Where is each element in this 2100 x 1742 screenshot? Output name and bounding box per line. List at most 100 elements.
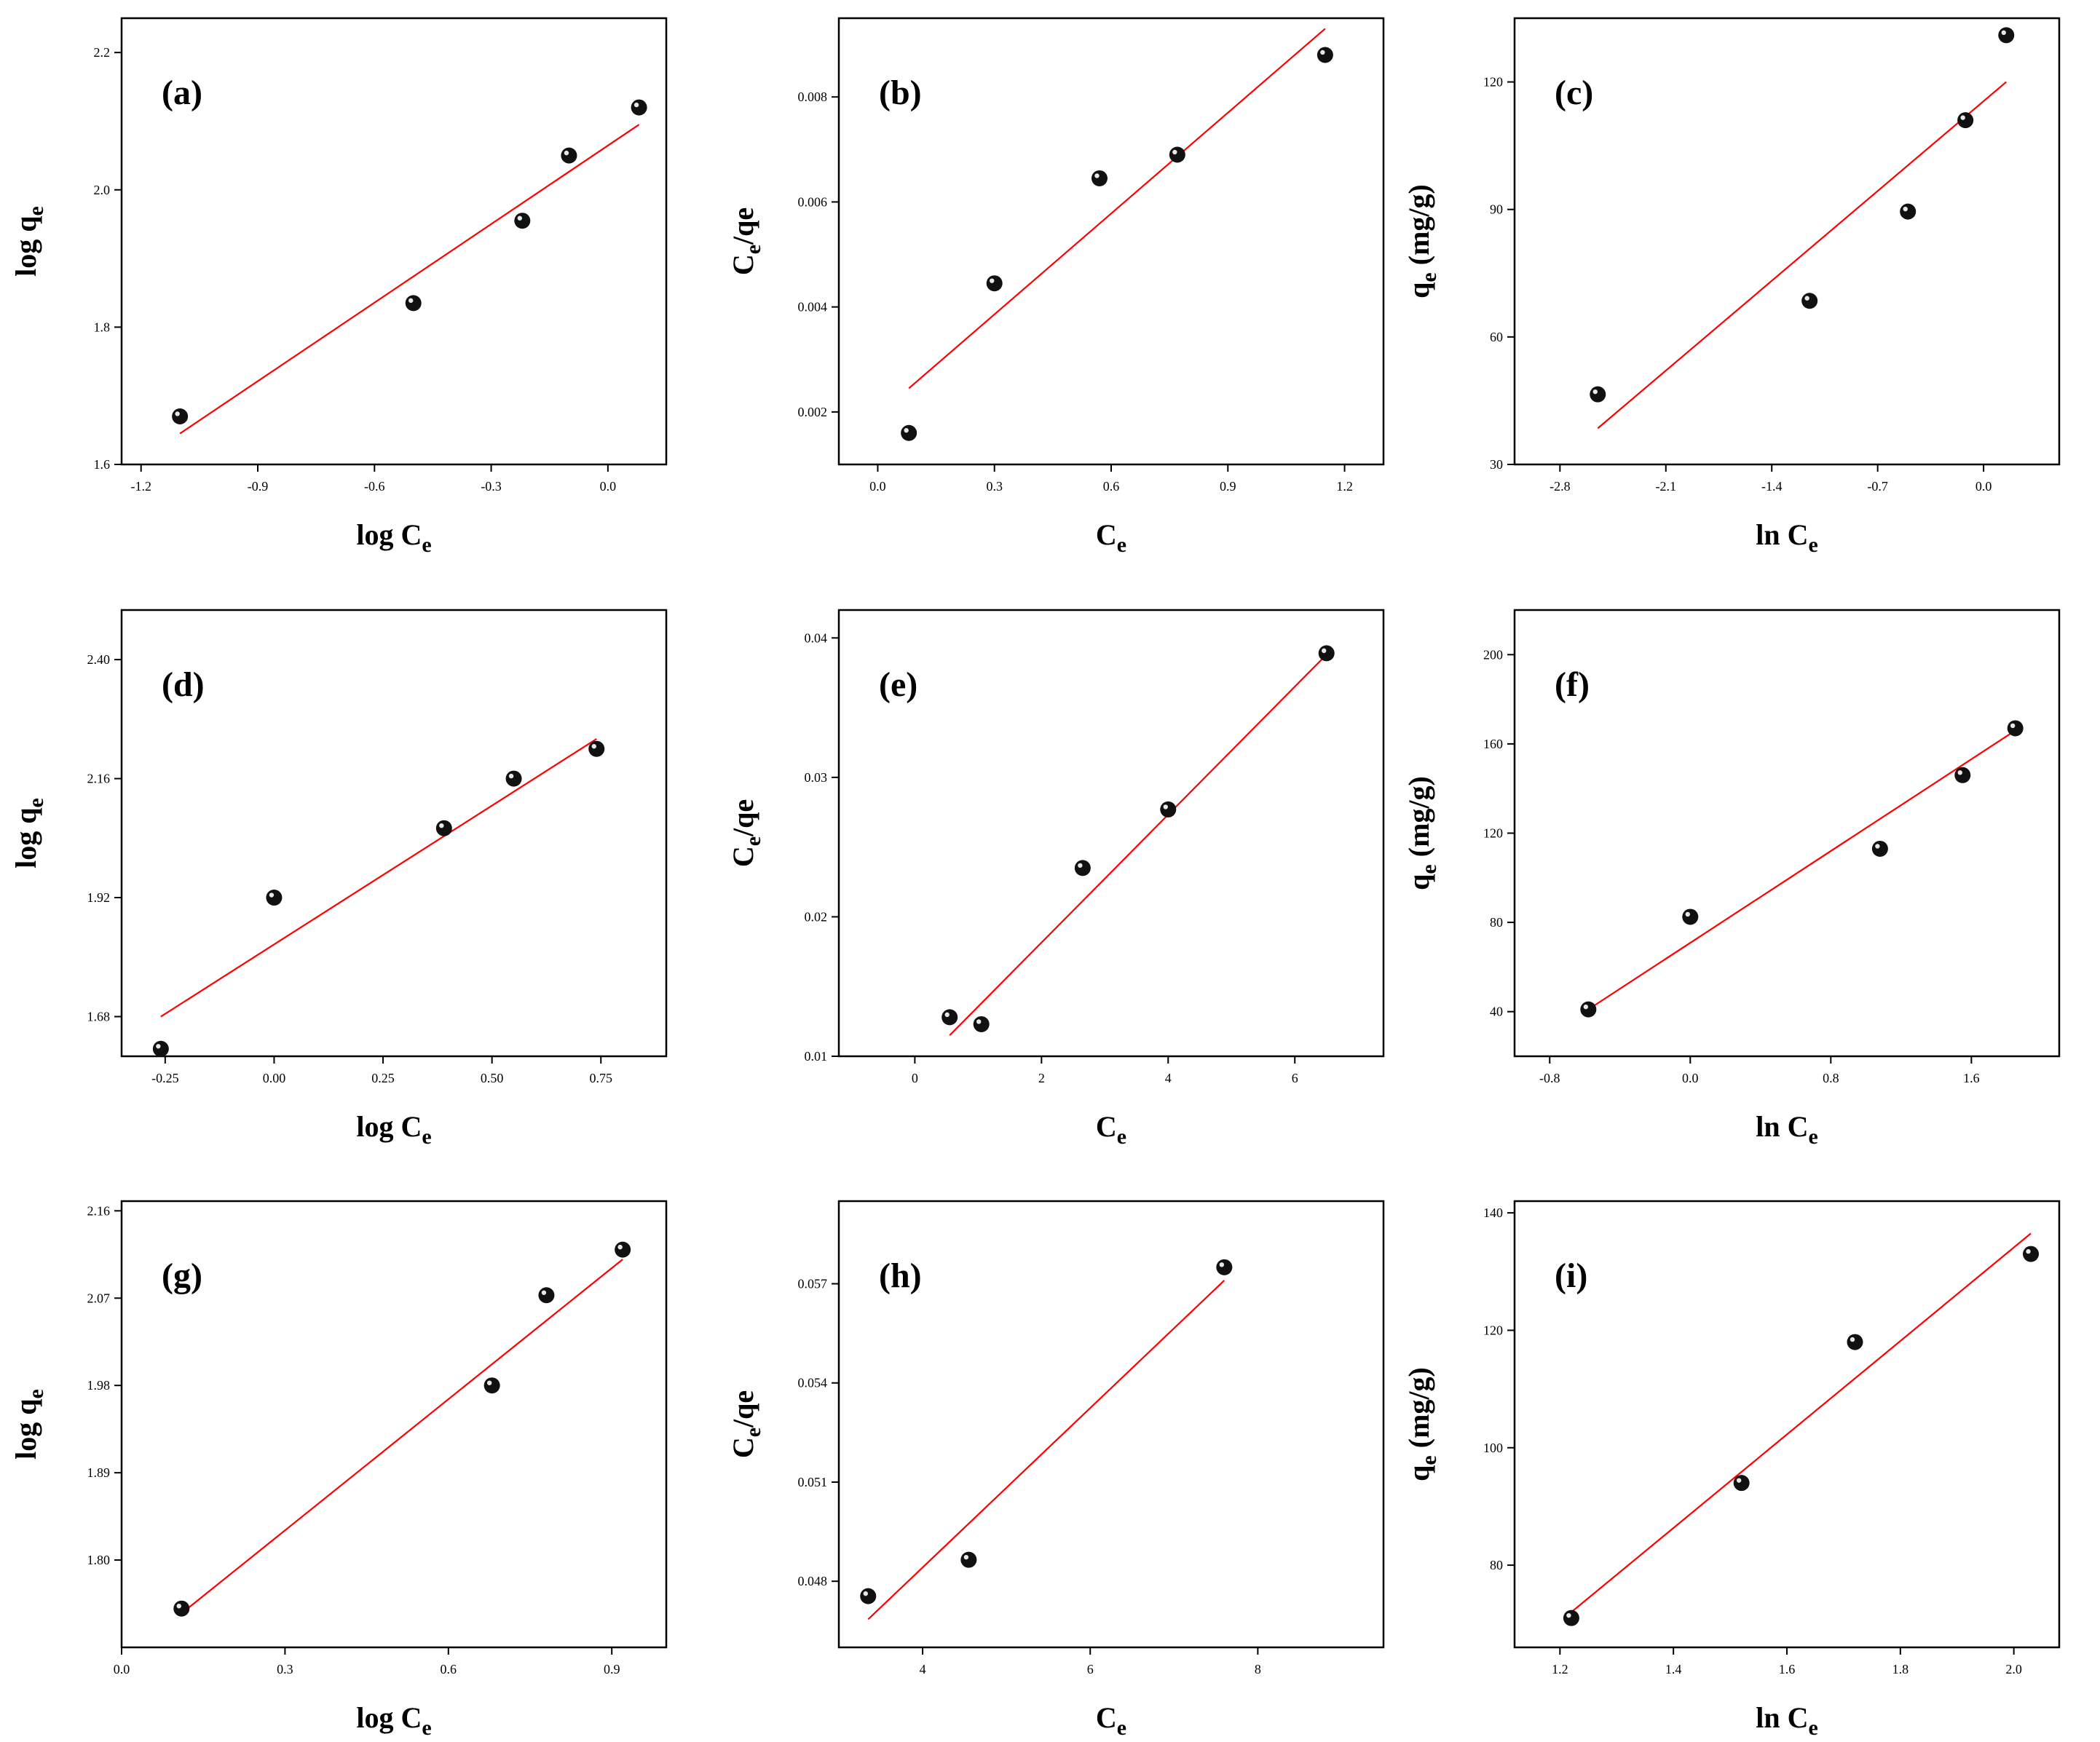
- data-point: [1682, 908, 1699, 925]
- x-tick-label: 1.8: [1892, 1662, 1909, 1676]
- y-axis-label: log qe: [9, 206, 48, 277]
- data-point: [1091, 170, 1108, 186]
- data-point: [405, 295, 422, 312]
- x-tick-label: 0: [912, 1071, 918, 1085]
- y-axis-label: log qe: [9, 1389, 48, 1460]
- plot-frame: [837, 609, 1385, 1058]
- data-point: [483, 1377, 500, 1394]
- data-point-highlight: [1322, 648, 1327, 654]
- chart-panel-8: 4 6 8 0.048 0.051 0.054 0.057 (h) Ce Ce/qe: [727, 1200, 1385, 1740]
- y-tick-label: 0.051: [798, 1475, 828, 1489]
- y-tick-label: 1.68: [87, 1010, 111, 1024]
- data-point: [1998, 27, 2015, 44]
- data-point-highlight: [486, 1380, 492, 1385]
- data-point: [561, 147, 577, 164]
- y-tick-label: 2.40: [87, 652, 111, 667]
- data-point: [1954, 767, 1971, 783]
- data-point: [1847, 1334, 1863, 1350]
- y-tick-label: 1.89: [87, 1465, 111, 1480]
- panel-label: (d): [162, 665, 205, 704]
- data-point: [901, 424, 917, 441]
- data-point-highlight: [1078, 863, 1083, 868]
- y-tick-label: 0.02: [805, 909, 828, 924]
- data-point-highlight: [1804, 296, 1809, 301]
- data-point-highlight: [990, 278, 995, 283]
- data-point-highlight: [176, 1603, 181, 1609]
- x-tick-label: 1.2: [1552, 1662, 1568, 1676]
- x-tick-label: 8: [1255, 1662, 1261, 1676]
- y-tick-label: 0.054: [798, 1376, 828, 1390]
- y-tick-label: 120: [1483, 826, 1503, 841]
- data-point: [1074, 860, 1091, 876]
- y-tick-label: 0.004: [798, 300, 828, 314]
- chart-panel-7: 0.0 0.3 0.6 0.9 1.80 1.89 1.98 2.07 2.16 (g) log C…: [9, 1200, 668, 1740]
- y-tick-label: 1.8: [94, 320, 111, 334]
- data-point: [973, 1015, 990, 1032]
- data-point: [1801, 293, 1818, 309]
- x-tick-label: 6: [1087, 1662, 1094, 1676]
- x-tick-label: 0.9: [604, 1662, 620, 1676]
- data-point-highlight: [541, 1290, 547, 1295]
- x-tick-label: 0.0: [1682, 1071, 1699, 1085]
- panel-label: (e): [879, 665, 917, 704]
- x-tick-label: -0.7: [1867, 479, 1888, 494]
- y-tick-label: 2.0: [94, 183, 111, 197]
- data-point: [435, 820, 452, 836]
- data-point-highlight: [2026, 1248, 2031, 1254]
- y-tick-label: 120: [1483, 1323, 1503, 1337]
- x-axis-label: Ce: [1096, 1110, 1126, 1149]
- y-tick-label: 2.16: [87, 772, 111, 786]
- data-point: [505, 770, 522, 787]
- x-tick-label: 2.0: [2005, 1662, 2022, 1676]
- x-tick-label: 4: [920, 1662, 926, 1676]
- data-point-highlight: [175, 411, 180, 416]
- x-axis-label: log Ce: [356, 1701, 431, 1740]
- x-tick-label: 1.6: [1963, 1071, 1980, 1085]
- chart-panel-2: 0.0 0.3 0.6 0.9 1.2 0.002 0.004 0.006 0.008 (b) Ce…: [727, 17, 1385, 557]
- y-axis-label: qe (mg/g): [1402, 1367, 1441, 1481]
- x-axis-label: Ce: [1096, 1701, 1126, 1740]
- data-point: [514, 213, 531, 229]
- data-point: [860, 1588, 877, 1604]
- data-point: [2023, 1246, 2040, 1262]
- data-point-highlight: [1957, 770, 1962, 775]
- data-point-highlight: [1163, 804, 1168, 809]
- chart-panel-1: -1.2 -0.9 -0.6 -0.3 0.0 1.6 1.8 2.0 2.2 (a) log Ce…: [9, 17, 668, 557]
- x-tick-label: -2.8: [1550, 479, 1571, 494]
- linear-fit-line: [949, 654, 1327, 1037]
- data-point: [615, 1241, 631, 1258]
- data-point: [173, 1600, 190, 1617]
- data-point-highlight: [1736, 1478, 1742, 1483]
- y-tick-label: 160: [1483, 737, 1503, 751]
- x-tick-label: 0.8: [1823, 1071, 1839, 1085]
- linear-fit-line: [179, 124, 640, 435]
- data-point-highlight: [1685, 911, 1690, 917]
- data-point: [152, 1040, 169, 1057]
- y-tick-label: 90: [1490, 202, 1503, 217]
- y-tick-label: 140: [1483, 1205, 1503, 1220]
- data-point: [588, 740, 605, 757]
- y-tick-label: 120: [1483, 75, 1503, 90]
- y-tick-label: 2.07: [87, 1291, 111, 1305]
- data-point-highlight: [1094, 173, 1100, 178]
- data-point-highlight: [517, 215, 523, 221]
- x-tick-label: -0.9: [248, 479, 269, 494]
- data-point: [1580, 1001, 1597, 1018]
- data-point-highlight: [408, 298, 414, 304]
- data-point: [172, 408, 189, 424]
- data-point-highlight: [1172, 149, 1177, 155]
- y-axis-label: log qe: [9, 798, 48, 868]
- x-tick-label: -1.4: [1761, 479, 1783, 494]
- y-tick-label: 40: [1490, 1005, 1503, 1019]
- plot-frame: [120, 1200, 668, 1649]
- plot-frame: [1513, 17, 2061, 466]
- data-point: [1216, 1259, 1233, 1275]
- data-point-highlight: [1566, 1612, 1571, 1618]
- linear-fit-line: [1597, 81, 2007, 429]
- x-axis-label: Ce: [1096, 518, 1126, 557]
- data-point-highlight: [944, 1012, 950, 1018]
- data-point: [1957, 112, 1974, 129]
- panel-label: (c): [1555, 74, 1593, 112]
- panel-label: (g): [162, 1256, 202, 1295]
